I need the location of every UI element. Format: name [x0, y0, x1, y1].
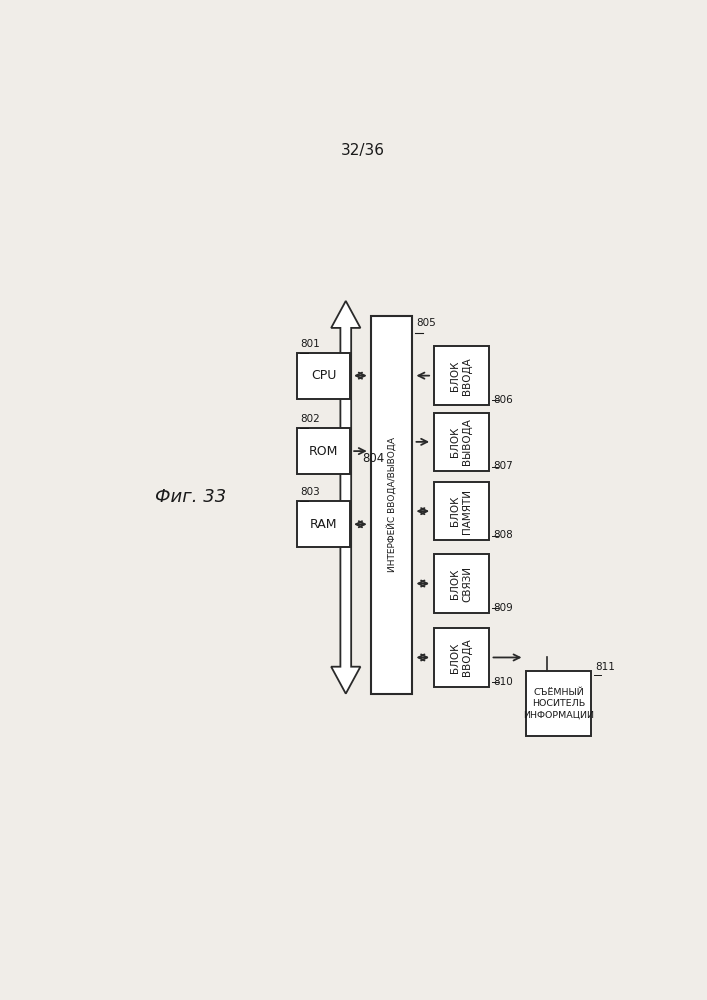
Text: CPU: CPU: [311, 369, 336, 382]
Text: RAM: RAM: [310, 518, 337, 531]
Bar: [433, 482, 489, 540]
Text: 801: 801: [300, 339, 320, 349]
Bar: [526, 671, 592, 736]
Text: Фиг. 33: Фиг. 33: [155, 488, 226, 506]
Bar: [433, 628, 489, 687]
Text: 810: 810: [493, 677, 513, 687]
Text: БЛОК
ВВОДА: БЛОК ВВОДА: [450, 639, 472, 676]
Text: БЛОК
ПАМЯТИ: БЛОК ПАМЯТИ: [450, 489, 472, 534]
Text: СЪЁМНЫЙ
НОСИТЕЛЬ
ИНФОРМАЦИИ: СЪЁМНЫЙ НОСИТЕЛЬ ИНФОРМАЦИИ: [523, 688, 594, 719]
Bar: [371, 316, 412, 694]
Text: ROM: ROM: [309, 445, 338, 458]
Text: 806: 806: [493, 395, 513, 405]
Text: 805: 805: [416, 318, 436, 328]
Text: 808: 808: [493, 530, 513, 540]
Text: 807: 807: [493, 461, 513, 471]
Bar: [297, 353, 350, 399]
Bar: [297, 428, 350, 474]
Text: 803: 803: [300, 487, 320, 497]
Polygon shape: [331, 301, 361, 694]
Bar: [433, 554, 489, 613]
Text: 804: 804: [363, 452, 385, 465]
Bar: [433, 346, 489, 405]
Text: БЛОК
СВЯЗИ: БЛОК СВЯЗИ: [450, 566, 472, 602]
Text: ИНТЕРФЕЙС ВВОДА/ВЫВОДА: ИНТЕРФЕЙС ВВОДА/ВЫВОДА: [387, 438, 397, 572]
Text: 811: 811: [595, 662, 615, 672]
Text: 802: 802: [300, 414, 320, 424]
Text: 32/36: 32/36: [341, 143, 385, 158]
Text: БЛОК
ВВОДА: БЛОК ВВОДА: [450, 357, 472, 395]
Bar: [297, 501, 350, 547]
Bar: [433, 413, 489, 471]
Text: 809: 809: [493, 603, 513, 613]
Text: БЛОК
ВЫВОДА: БЛОК ВЫВОДА: [450, 418, 472, 465]
